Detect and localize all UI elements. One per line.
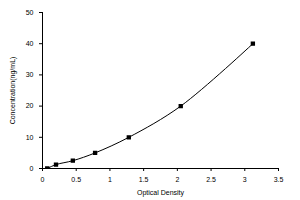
svg-text:1.5: 1.5 bbox=[139, 176, 149, 183]
svg-text:3: 3 bbox=[243, 176, 247, 183]
svg-text:1: 1 bbox=[108, 176, 112, 183]
svg-text:0.5: 0.5 bbox=[71, 176, 81, 183]
svg-text:40: 40 bbox=[26, 40, 34, 47]
svg-text:20: 20 bbox=[26, 102, 34, 109]
svg-text:0: 0 bbox=[41, 176, 45, 183]
svg-text:3.5: 3.5 bbox=[274, 176, 284, 183]
svg-text:10: 10 bbox=[26, 134, 34, 141]
svg-text:Concentration(ng/mL): Concentration(ng/mL) bbox=[9, 57, 17, 125]
svg-text:2: 2 bbox=[175, 176, 179, 183]
svg-text:Optical Density: Optical Density bbox=[137, 189, 185, 197]
svg-text:50: 50 bbox=[26, 9, 34, 16]
svg-text:2.5: 2.5 bbox=[206, 176, 216, 183]
svg-text:30: 30 bbox=[26, 71, 34, 78]
svg-text:0: 0 bbox=[30, 165, 34, 172]
